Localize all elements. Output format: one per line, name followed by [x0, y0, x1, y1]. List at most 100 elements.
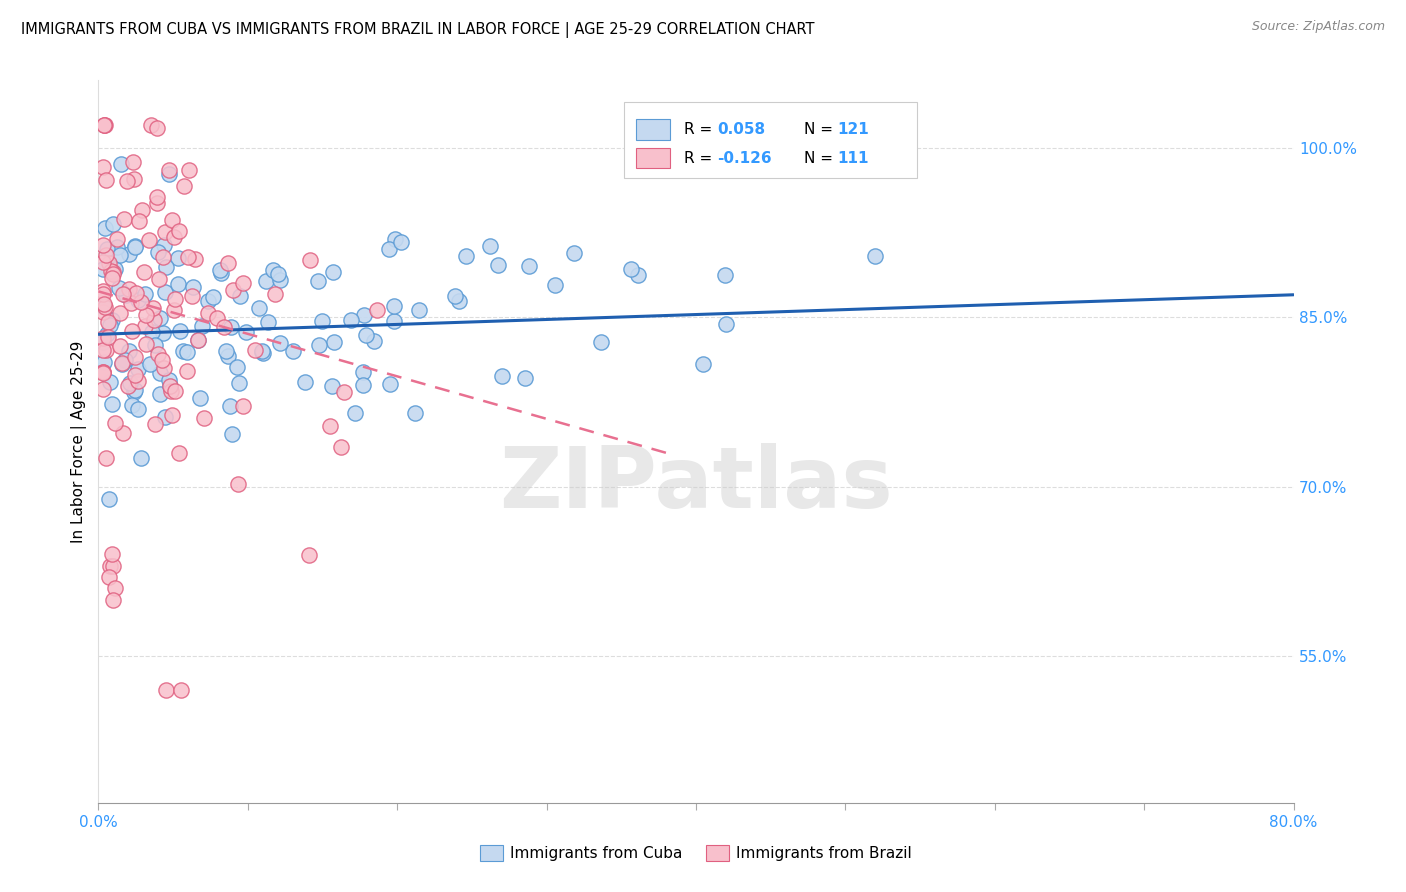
- Point: [103, 558, 125, 573]
- Point: [122, 155, 145, 169]
- Text: 121: 121: [837, 122, 869, 136]
- Point: [91, 262, 114, 277]
- Point: [94, 248, 117, 262]
- Point: [145, 190, 167, 204]
- Point: [127, 293, 149, 308]
- Point: [91, 254, 114, 268]
- Point: [94, 119, 117, 133]
- Point: [100, 375, 122, 389]
- Point: [184, 252, 207, 266]
- Point: [134, 265, 156, 279]
- Point: [118, 247, 141, 261]
- Point: [104, 261, 127, 276]
- Point: [110, 157, 132, 171]
- Point: [245, 343, 267, 357]
- Point: [139, 119, 162, 133]
- Point: [591, 334, 613, 349]
- Point: [114, 353, 136, 368]
- Point: [108, 280, 131, 294]
- FancyBboxPatch shape: [624, 102, 917, 178]
- Point: [98, 491, 121, 506]
- Point: [111, 426, 134, 441]
- Point: [141, 325, 163, 339]
- Point: [163, 230, 186, 244]
- Point: [124, 350, 146, 364]
- Point: [212, 319, 235, 334]
- Point: [91, 365, 114, 379]
- Point: [101, 548, 124, 562]
- Point: [217, 255, 239, 269]
- Point: [152, 238, 174, 252]
- Point: [263, 287, 285, 301]
- Point: [128, 213, 150, 227]
- Point: [118, 282, 141, 296]
- Point: [131, 203, 153, 218]
- Point: [91, 343, 114, 358]
- Point: [181, 289, 204, 303]
- Point: [232, 276, 254, 290]
- Point: [148, 271, 170, 285]
- Point: [159, 379, 181, 393]
- Point: [149, 387, 172, 401]
- Point: [323, 335, 346, 350]
- Point: [124, 384, 146, 399]
- Point: [299, 253, 322, 268]
- Point: [167, 277, 190, 291]
- Point: [187, 334, 209, 348]
- FancyBboxPatch shape: [637, 120, 669, 139]
- Point: [219, 399, 242, 413]
- Point: [112, 212, 135, 227]
- Point: [93, 221, 115, 235]
- FancyBboxPatch shape: [637, 148, 669, 169]
- Point: [219, 320, 242, 334]
- Point: [91, 331, 114, 345]
- Point: [153, 410, 176, 425]
- Point: [143, 417, 166, 431]
- Point: [101, 267, 124, 281]
- Point: [138, 233, 160, 247]
- Point: [97, 330, 120, 344]
- Point: [146, 346, 169, 360]
- Point: [166, 251, 188, 265]
- Point: [517, 259, 540, 273]
- Point: [354, 328, 377, 343]
- Point: [121, 324, 143, 338]
- Text: R =: R =: [685, 151, 717, 166]
- Point: [122, 171, 145, 186]
- Point: [146, 244, 169, 259]
- Point: [112, 287, 135, 301]
- Point: [146, 195, 169, 210]
- Point: [408, 303, 430, 318]
- Point: [162, 408, 184, 422]
- Point: [222, 283, 245, 297]
- Point: [108, 339, 131, 353]
- Point: [115, 174, 138, 188]
- Point: [564, 246, 586, 260]
- Point: [252, 346, 274, 360]
- Point: [447, 293, 470, 308]
- Point: [226, 360, 249, 375]
- Point: [340, 313, 363, 327]
- Point: [229, 289, 252, 303]
- Point: [159, 378, 181, 392]
- Point: [152, 250, 174, 264]
- Point: [544, 277, 567, 292]
- Point: [101, 397, 124, 411]
- Point: [101, 265, 124, 279]
- Point: [111, 356, 134, 370]
- Point: [366, 303, 388, 318]
- Text: -0.126: -0.126: [717, 151, 772, 166]
- Point: [363, 334, 385, 349]
- Point: [91, 382, 114, 396]
- Point: [179, 163, 201, 178]
- Point: [226, 477, 249, 491]
- Point: [197, 306, 219, 320]
- Point: [353, 308, 375, 322]
- Point: [97, 315, 120, 329]
- Point: [98, 318, 121, 332]
- Point: [172, 343, 194, 358]
- Text: IMMIGRANTS FROM CUBA VS IMMIGRANTS FROM BRAZIL IN LABOR FORCE | AGE 25-29 CORREL: IMMIGRANTS FROM CUBA VS IMMIGRANTS FROM …: [21, 22, 814, 38]
- Point: [96, 327, 118, 342]
- Point: [294, 375, 316, 389]
- Point: [91, 365, 114, 379]
